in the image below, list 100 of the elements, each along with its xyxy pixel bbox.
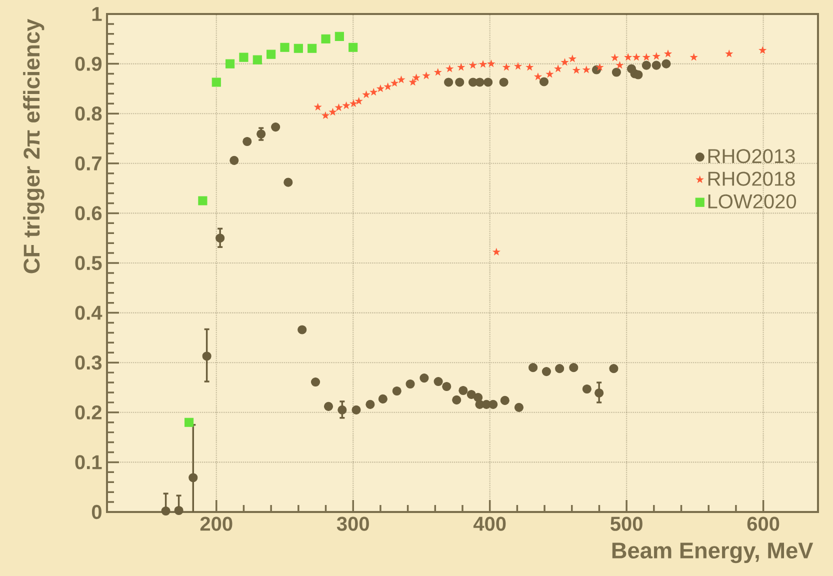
point xyxy=(484,78,493,87)
legend-label: RHO2013 xyxy=(708,149,795,164)
point xyxy=(452,395,462,404)
point xyxy=(252,55,262,64)
point xyxy=(582,384,592,394)
y-tick-label: 1 xyxy=(92,7,102,21)
point xyxy=(492,248,500,256)
point xyxy=(412,74,420,81)
point xyxy=(568,55,576,62)
x-tick-label: 400 xyxy=(473,516,506,531)
point xyxy=(174,506,184,516)
y-axis-title: CF trigger 2π efficiency xyxy=(23,18,44,274)
point xyxy=(335,104,342,111)
point xyxy=(664,50,672,57)
point xyxy=(500,396,510,405)
point xyxy=(202,352,212,361)
point xyxy=(502,64,510,70)
point xyxy=(528,363,538,372)
x-tick-label: 500 xyxy=(610,516,642,531)
point xyxy=(226,59,235,68)
point xyxy=(479,60,487,68)
point xyxy=(539,77,549,86)
y-tick-label: 0 xyxy=(92,504,102,520)
y-tick-label: 0.6 xyxy=(75,206,102,220)
point xyxy=(348,42,358,52)
point xyxy=(632,54,640,60)
point xyxy=(366,400,375,409)
point xyxy=(458,64,465,70)
point xyxy=(342,102,350,109)
point xyxy=(350,100,358,107)
point xyxy=(324,402,334,411)
point xyxy=(310,377,320,387)
point xyxy=(466,390,476,400)
point xyxy=(554,65,562,72)
point xyxy=(322,112,330,119)
point xyxy=(499,78,508,87)
point xyxy=(284,178,293,187)
point xyxy=(514,402,524,412)
point xyxy=(390,79,398,86)
y-tick-label: 0.8 xyxy=(75,106,102,121)
y-tick-label: 0.9 xyxy=(75,56,102,71)
point xyxy=(594,388,604,398)
point xyxy=(422,72,430,79)
point xyxy=(569,363,578,372)
point xyxy=(308,44,317,53)
point xyxy=(612,68,621,77)
point xyxy=(526,64,534,70)
point xyxy=(398,76,405,83)
point xyxy=(370,88,378,96)
point xyxy=(329,108,336,116)
point xyxy=(406,379,415,389)
point xyxy=(355,97,362,104)
point xyxy=(188,473,198,482)
point xyxy=(642,60,651,70)
point xyxy=(161,506,170,516)
point xyxy=(239,52,248,62)
point xyxy=(488,400,498,409)
point xyxy=(352,405,361,414)
point xyxy=(642,54,650,60)
point xyxy=(294,44,303,53)
point xyxy=(582,66,590,73)
point xyxy=(409,78,416,86)
point xyxy=(338,405,347,414)
point xyxy=(420,374,429,383)
point xyxy=(314,103,322,110)
legend-label: RHO2018 xyxy=(708,172,795,186)
point xyxy=(242,136,252,146)
y-tick-label: 0.4 xyxy=(75,306,102,320)
point xyxy=(434,68,442,76)
point xyxy=(446,65,454,72)
point xyxy=(475,78,484,87)
point xyxy=(362,90,370,98)
point xyxy=(442,382,452,392)
legend-label: LOW2020 xyxy=(708,194,796,208)
point xyxy=(572,66,580,74)
point xyxy=(514,62,522,70)
point xyxy=(546,70,554,78)
point xyxy=(542,367,551,376)
point xyxy=(624,54,632,60)
point xyxy=(726,50,733,57)
y-tick-label: 0.5 xyxy=(75,256,102,270)
x-axis-title: Beam Energy, MeV xyxy=(612,542,814,564)
point xyxy=(434,376,443,386)
y-tick-label: 0.7 xyxy=(75,156,102,170)
point xyxy=(444,78,454,87)
point xyxy=(690,54,698,60)
point xyxy=(392,386,402,396)
point xyxy=(555,364,564,374)
y-tick-label: 0.1 xyxy=(75,455,102,470)
point xyxy=(256,129,266,139)
point xyxy=(384,82,392,90)
point xyxy=(216,234,225,243)
point xyxy=(662,59,671,68)
point xyxy=(271,122,280,132)
y-tick-label: 0.2 xyxy=(75,405,102,420)
point xyxy=(334,32,344,41)
point xyxy=(198,196,208,206)
point xyxy=(321,34,330,44)
x-tick-label: 200 xyxy=(200,516,232,531)
point xyxy=(455,78,464,87)
